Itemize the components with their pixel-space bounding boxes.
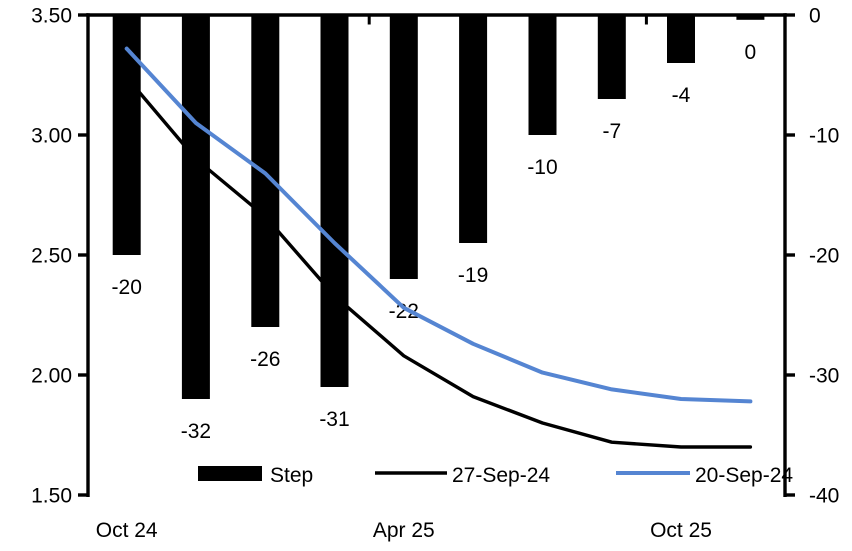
bar-label-9: 0 — [745, 41, 757, 64]
bar-data-labels: -20 -32 -26 -31 -22 -19 -10 -7 -4 0 — [112, 41, 757, 443]
bar-label-1: -32 — [181, 420, 211, 443]
right-axis-tick-label-0: 0 — [809, 5, 821, 28]
line-27-sep-24 — [124, 75, 753, 449]
bar-step-4 — [389, 15, 418, 279]
bar-label-8: -4 — [672, 84, 691, 107]
bar-step-6 — [528, 15, 557, 135]
bar-step-8 — [667, 15, 695, 63]
line-20-sep-24 — [124, 46, 753, 404]
bar-step-5 — [459, 15, 488, 243]
bar-label-2: -26 — [250, 348, 280, 371]
left-axis-tick-label-2: 2.50 — [31, 245, 72, 268]
left-axis-tick-label-0: 3.50 — [31, 5, 72, 28]
x-axis-label-2: Oct 25 — [650, 519, 712, 542]
bar-label-6: -10 — [527, 156, 557, 179]
bar-step-0 — [112, 15, 141, 255]
bar-label-5: -19 — [458, 264, 488, 287]
bar-label-4: -22 — [389, 300, 419, 323]
left-axis-tick-label-3: 2.00 — [31, 365, 72, 388]
legend-label-step: Step — [270, 464, 313, 487]
x-axis-label-1: Apr 25 — [373, 519, 435, 542]
right-axis-tick-label-2: -20 — [809, 245, 839, 268]
right-axis-tick-label-1: -10 — [809, 125, 839, 148]
legend-label-20-sep-24: 20-Sep-24 — [695, 464, 793, 487]
bar-label-7: -7 — [602, 120, 621, 143]
bar-label-3: -31 — [319, 408, 349, 431]
bar-step-7 — [597, 15, 626, 99]
bar-step-3 — [320, 15, 349, 387]
left-axis-tick-label-1: 3.00 — [31, 125, 72, 148]
bar-label-0: -20 — [112, 276, 142, 299]
legend-swatch-bar — [198, 466, 262, 481]
legend-label-27-sep-24: 27-Sep-24 — [452, 464, 550, 487]
legend: Step 27-Sep-24 20-Sep-24 — [198, 464, 793, 487]
right-axis-tick-label-4: -40 — [809, 485, 839, 508]
bar-step-9 — [736, 15, 765, 20]
bar-series-step — [112, 15, 765, 399]
bar-step-1 — [181, 15, 210, 399]
x-axis-label-0: Oct 24 — [96, 519, 158, 542]
right-axis-tick-label-3: -30 — [809, 365, 839, 388]
left-axis-tick-label-4: 1.50 — [31, 485, 72, 508]
